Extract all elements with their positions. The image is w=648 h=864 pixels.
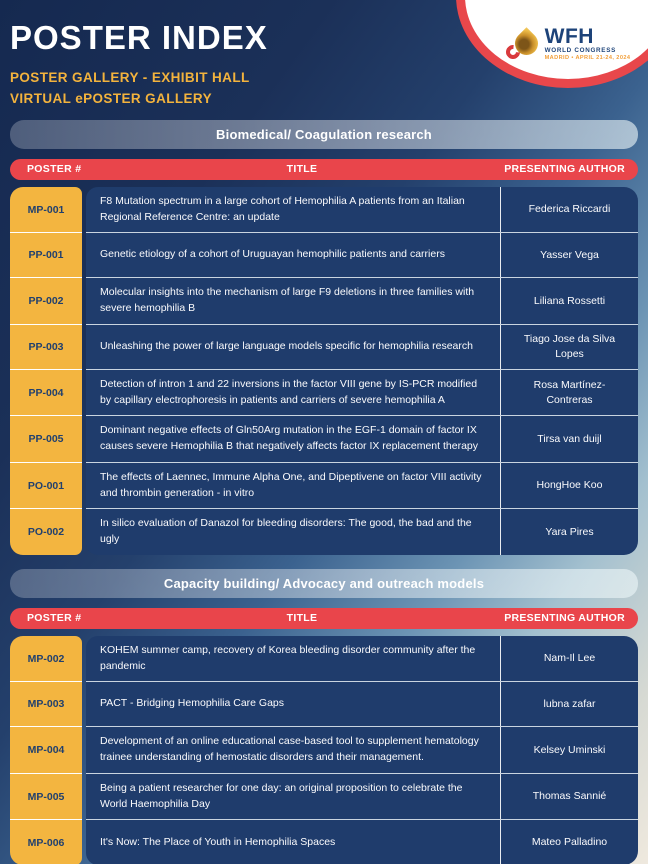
poster-number-cell: MP-001 [10,186,82,234]
poster-title-cell: Unleashing the power of large language m… [100,339,473,352]
column-header-bar: POSTER # TITLE PRESENTING AUTHOR [10,158,638,180]
row-main: Molecular insights into the mechanism of… [86,278,638,325]
poster-number-cell: PO-001 [10,462,82,510]
row-main: The effects of Laennec, Immune Alpha One… [86,462,638,510]
poster-table: MP-001 F8 Mutation spectrum in a large co… [10,186,638,555]
poster-number-cell: MP-003 [10,682,82,728]
sections-container: Biomedical/ Coagulation research POSTER #… [0,119,648,864]
table-row: MP-006 It's Now: The Place of Youth in He… [10,820,638,864]
presenting-author-cell: Rosa Martínez-Contreras [500,369,638,416]
wfh-logo-text: WFH WORLD CONGRESS MADRID • APRIL 21-24,… [544,24,631,62]
wfh-logo-event: WORLD CONGRESS [544,47,616,55]
row-main: KOHEM summer camp, recovery of Korea ble… [86,635,638,683]
poster-title-cell: Molecular insights into the mechanism of… [100,286,475,315]
poster-number-cell: MP-002 [10,635,82,683]
presenting-author-cell: Liliana Rossetti [500,278,638,324]
presenting-author-cell: Mateo Palladino [500,820,638,864]
table-row: PP-002 Molecular insights into the mechan… [10,278,638,325]
table-row: PP-005 Dominant negative effects of Gln50… [10,416,638,463]
poster-title-cell: In silico evaluation of Danazol for blee… [100,517,472,546]
poster-table: MP-002 KOHEM summer camp, recovery of Kor… [10,635,638,864]
presenting-author-cell: Yara Pires [500,509,638,555]
poster-title-cell: Being a patient researcher for one day: … [100,781,463,810]
wfh-drop-logo-icon [502,26,543,62]
presenting-author-cell: Tiago Jose da Silva Lopes [500,324,638,369]
table-row: MP-004 Development of an online education… [10,727,638,774]
presenting-author-cell: HongHoe Koo [500,462,638,509]
poster-number-cell: MP-006 [10,820,82,864]
subtitles: POSTER GALLERY - EXHIBIT HALL VIRTUAL eP… [10,68,638,109]
column-header-title: TITLE [286,163,318,176]
row-main: In silico evaluation of Danazol for blee… [86,509,638,555]
poster-section-2: Capacity building/ Advocacy and outreach… [10,568,638,864]
column-header-poster: POSTER # [27,612,82,625]
poster-number-cell: PP-002 [10,278,82,325]
presenting-author-cell: Tirsa van duijl [500,416,638,462]
row-main: Detection of intron 1 and 22 inversions … [86,369,638,417]
poster-title-cell: Genetic etiology of a cohort of Uruguaya… [100,248,445,261]
column-header-poster: POSTER # [27,163,82,176]
table-row: MP-002 KOHEM summer camp, recovery of Kor… [10,635,638,683]
poster-number-cell: PP-005 [10,416,82,463]
poster-number-cell: MP-005 [10,773,82,821]
row-main: PACT - Bridging Hemophilia Care Gaps lubn… [86,682,638,728]
table-row: MP-005 Being a patient researcher for one… [10,773,638,821]
presenting-author-cell: Thomas Sannié [500,773,638,820]
table-row: MP-001 F8 Mutation spectrum in a large co… [10,186,638,234]
wfh-logo-org: WFH [544,24,594,48]
poster-title-cell: Development of an online educational cas… [100,735,479,764]
row-main: Dominant negative effects of Gln50Arg mu… [86,416,638,463]
poster-title-cell: F8 Mutation spectrum in a large cohort o… [100,194,465,223]
column-header-title: TITLE [286,612,318,625]
poster-number-cell: PP-004 [10,369,82,417]
table-row: PP-004 Detection of intron 1 and 22 inver… [10,369,638,417]
poster-number-cell: PP-001 [10,233,82,279]
presenting-author-cell: Yasser Vega [500,233,638,278]
column-header-bar: POSTER # TITLE PRESENTING AUTHOR [10,607,638,629]
poster-title-cell: It's Now: The Place of Youth in Hemophil… [100,835,336,848]
poster-title-cell: The effects of Laennec, Immune Alpha One… [100,470,482,499]
row-main: Development of an online educational cas… [86,727,638,774]
row-main: Genetic etiology of a cohort of Uruguaya… [86,233,638,279]
presenting-author-cell: Nam-Il Lee [500,635,638,682]
table-row: PP-003 Unleashing the power of large lang… [10,324,638,370]
poster-title-cell: Detection of intron 1 and 22 inversions … [100,377,478,406]
row-main: It's Now: The Place of Youth in Hemophil… [86,820,638,864]
poster-title-cell: PACT - Bridging Hemophilia Care Gaps [100,697,285,710]
section-heading: Biomedical/ Coagulation research [10,119,638,149]
row-main: Unleashing the power of large language m… [86,324,638,370]
presenting-author-cell: lubna zafar [500,682,638,727]
column-header-author: PRESENTING AUTHOR [504,612,625,625]
row-main: F8 Mutation spectrum in a large cohort o… [86,186,638,234]
page-title: POSTER INDEX [10,19,268,56]
subtitle-exhibit-hall: POSTER GALLERY - EXHIBIT HALL [10,70,250,86]
section-heading: Capacity building/ Advocacy and outreach… [10,568,638,598]
poster-title-cell: KOHEM summer camp, recovery of Korea ble… [100,643,476,672]
presenting-author-cell: Kelsey Uminski [500,727,638,773]
poster-number-cell: PO-002 [10,509,82,555]
wfh-logo: WFH WORLD CONGRESS MADRID • APRIL 21-24,… [502,24,631,62]
table-row: MP-003 PACT - Bridging Hemophilia Care Ga… [10,682,638,728]
row-main: Being a patient researcher for one day: … [86,773,638,821]
subtitle-eposter-gallery: VIRTUAL ePOSTER GALLERY [10,90,212,106]
table-row: PO-002 In silico evaluation of Danazol fo… [10,509,638,555]
column-header-author: PRESENTING AUTHOR [504,163,625,176]
poster-section-1: Biomedical/ Coagulation research POSTER #… [10,119,638,555]
poster-title-cell: Dominant negative effects of Gln50Arg mu… [100,424,479,453]
poster-number-cell: PP-003 [10,324,82,370]
table-row: PP-001 Genetic etiology of a cohort of Ur… [10,233,638,279]
page-header: POSTER INDEX POSTER GALLERY - EXHIBIT HA… [0,0,648,109]
wfh-logo-location-date: MADRID • APRIL 21-24, 2024 [544,55,631,62]
presenting-author-cell: Federica Riccardi [500,186,638,233]
table-row: PO-001 The effects of Laennec, Immune Alp… [10,462,638,510]
poster-number-cell: MP-004 [10,727,82,774]
